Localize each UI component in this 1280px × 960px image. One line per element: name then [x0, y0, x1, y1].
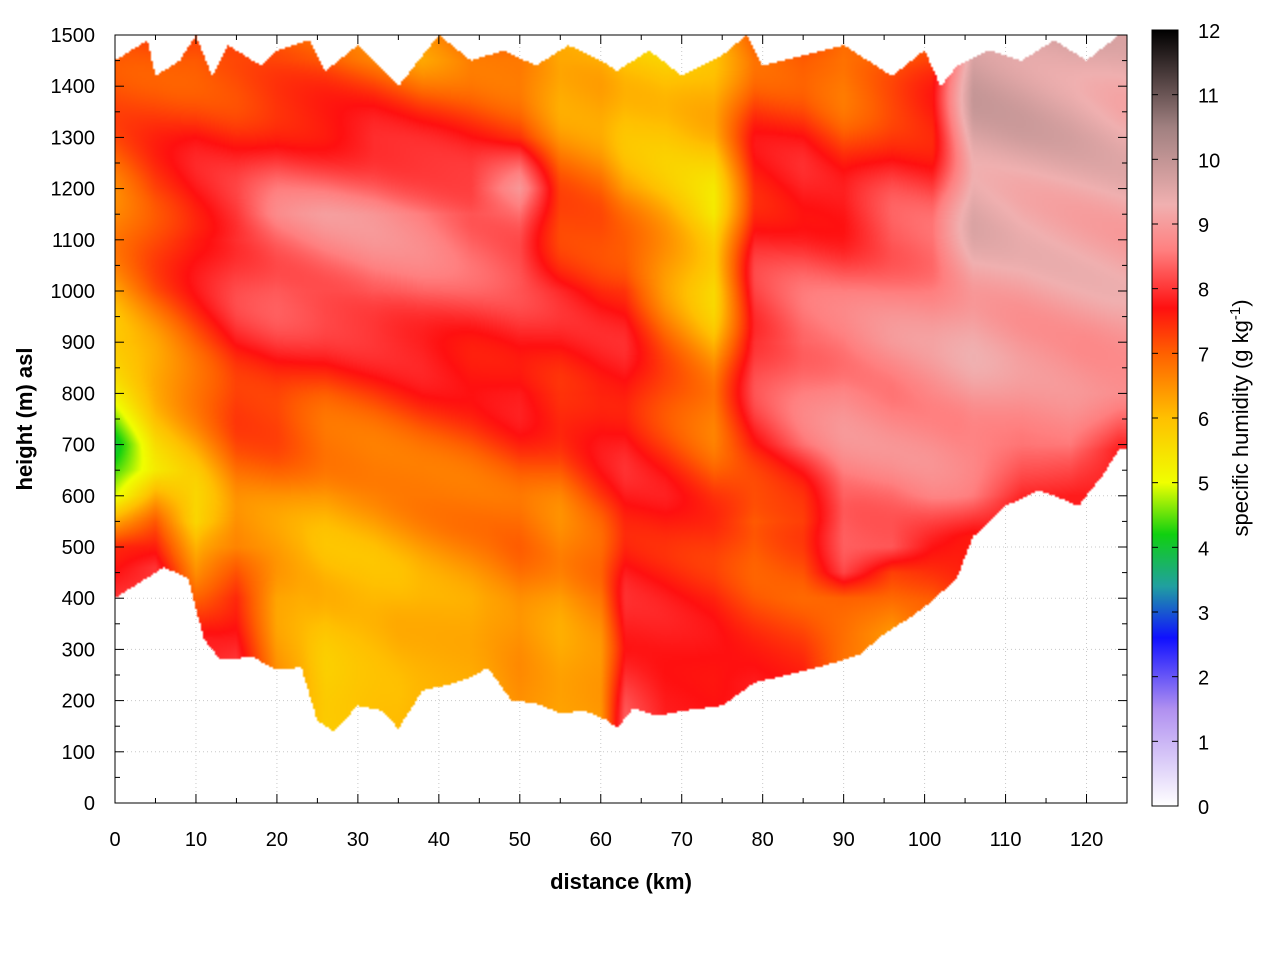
- colorbar-tick-label: 0: [1198, 797, 1209, 819]
- y-axis-title: height (m) asl: [12, 347, 37, 490]
- y-tick-label: 0: [84, 793, 95, 815]
- x-tick-label: 20: [266, 829, 288, 851]
- x-tick-label: 30: [347, 829, 369, 851]
- colorbar-tick-label: 3: [1198, 603, 1209, 625]
- colorbar-title: specific humidity (g kg-1): [1227, 299, 1253, 536]
- x-tick-label: 110: [990, 829, 1022, 851]
- y-tick-label: 1200: [51, 179, 96, 201]
- y-tick-label: 1400: [51, 76, 96, 98]
- colorbar-tick-label: 7: [1198, 344, 1209, 366]
- y-tick-label: 600: [62, 486, 95, 508]
- colorbar-tick-label: 8: [1198, 280, 1209, 302]
- y-tick-label: 900: [62, 332, 95, 354]
- x-tick-label: 100: [908, 829, 941, 851]
- x-tick-label: 120: [1070, 829, 1103, 851]
- x-tick-label: 70: [671, 829, 693, 851]
- x-tick-label: 50: [509, 829, 531, 851]
- y-axis: 0 100 200 300 400 500 600 700 800 900 1000 1100 1200…: [51, 25, 1127, 815]
- humidity-field: [115, 35, 1127, 803]
- y-tick-label: 1000: [51, 281, 96, 303]
- y-tick-label: 500: [62, 537, 95, 559]
- colorbar-tick-label: 12: [1198, 21, 1220, 43]
- y-tick-label: 300: [62, 639, 95, 661]
- x-tick-label: 60: [590, 829, 612, 851]
- x-tick-label: 10: [185, 829, 207, 851]
- colorbar-tick-label: 5: [1198, 474, 1209, 496]
- y-tick-label: 800: [62, 383, 95, 405]
- x-tick-label: 80: [752, 829, 774, 851]
- y-tick-label: 700: [62, 435, 95, 457]
- y-tick-label: 400: [62, 588, 95, 610]
- x-tick-label: 40: [428, 829, 450, 851]
- colorbar-tick-label: 1: [1198, 732, 1209, 754]
- x-tick-label: 90: [833, 829, 855, 851]
- y-tick-label: 1300: [51, 127, 96, 149]
- y-tick-label: 100: [62, 742, 95, 764]
- colorbar-tick-label: 4: [1198, 538, 1209, 560]
- y-tick-label: 200: [62, 691, 95, 713]
- colorbar-tick-label: 6: [1198, 409, 1209, 431]
- x-axis-title: distance (km): [550, 869, 692, 894]
- colorbar-tick-label: 2: [1198, 668, 1209, 690]
- x-axis: 0 10 20 30 40 50 60 70 80 90 100 110 120: [109, 35, 1103, 851]
- colorbar-tick-label: 9: [1198, 215, 1209, 237]
- colorbar-tick-label: 11: [1198, 86, 1219, 108]
- y-tick-label: 1500: [51, 25, 96, 47]
- y-tick-label: 1100: [52, 230, 95, 252]
- x-tick-label: 0: [109, 829, 120, 851]
- colorbar-tick-label: 10: [1198, 150, 1220, 172]
